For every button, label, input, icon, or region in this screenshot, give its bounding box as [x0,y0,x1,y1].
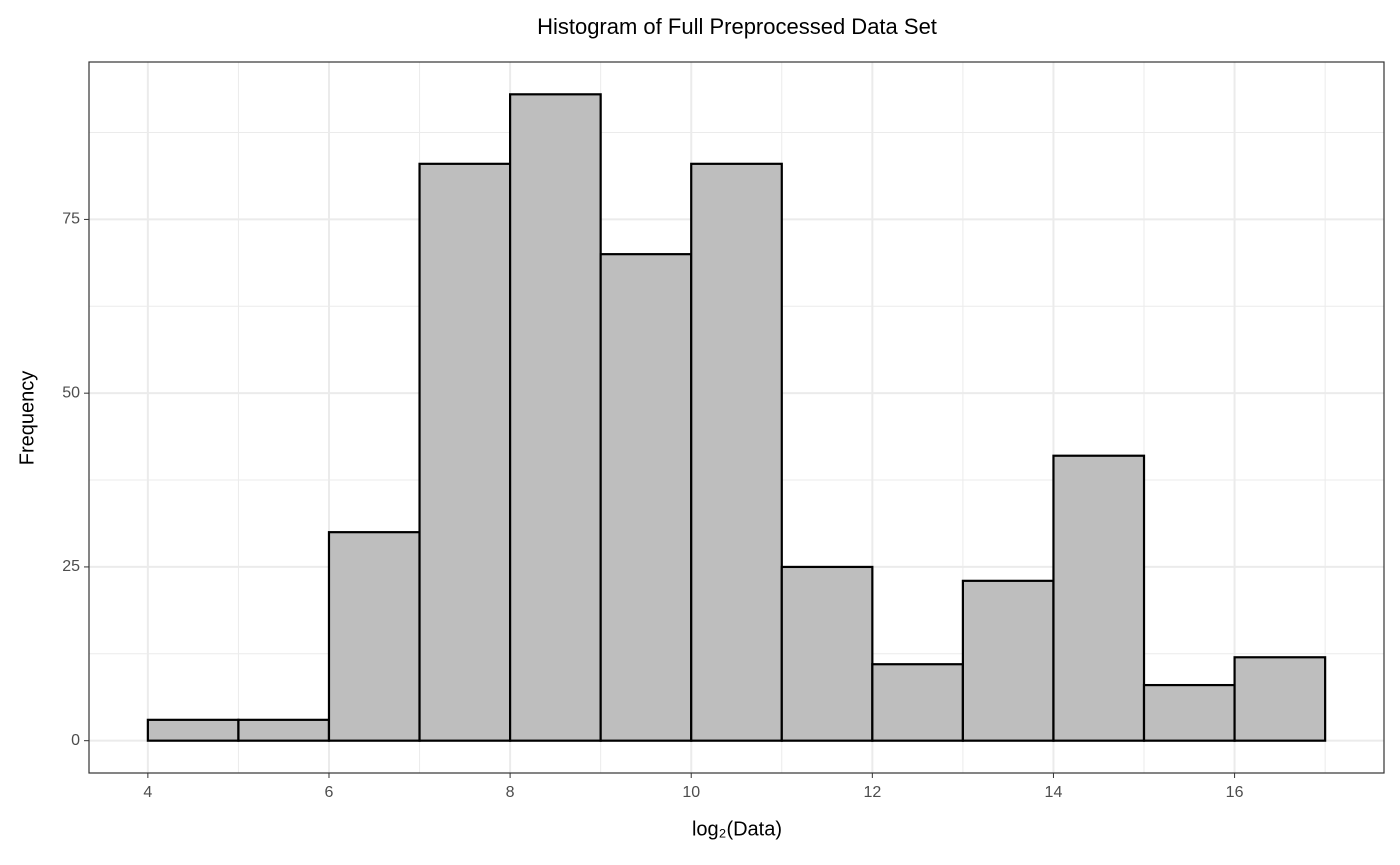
y-axis-label: Frequency [16,371,38,466]
bar [509,93,602,742]
bar [1142,683,1236,742]
y-tick-label: 75 [62,211,80,228]
bar [237,718,331,742]
bar [327,531,421,742]
y-tick-label: 50 [62,384,80,401]
plot-border [88,61,1385,774]
x-tick-label: 6 [325,784,334,801]
x-axis-label: log₂(Data) [692,818,782,840]
y-tick-label: 25 [62,558,80,575]
x-tick-label: 10 [682,784,700,801]
y-tick-label: 0 [71,732,80,749]
bar [780,565,874,742]
bar [961,579,1055,742]
bar [871,663,964,742]
bar [599,253,693,742]
bar [690,162,783,742]
bar [1052,454,1146,742]
x-tick-label: 8 [506,784,515,801]
x-tick-label: 4 [143,784,152,801]
chart-title: Histogram of Full Preprocessed Data Set [537,14,937,39]
bar [1233,656,1327,742]
x-tick-label: 12 [863,784,881,801]
bar [418,162,512,742]
x-tick-label: 14 [1045,784,1063,801]
x-tick-label: 16 [1226,784,1244,801]
bar [146,718,240,742]
